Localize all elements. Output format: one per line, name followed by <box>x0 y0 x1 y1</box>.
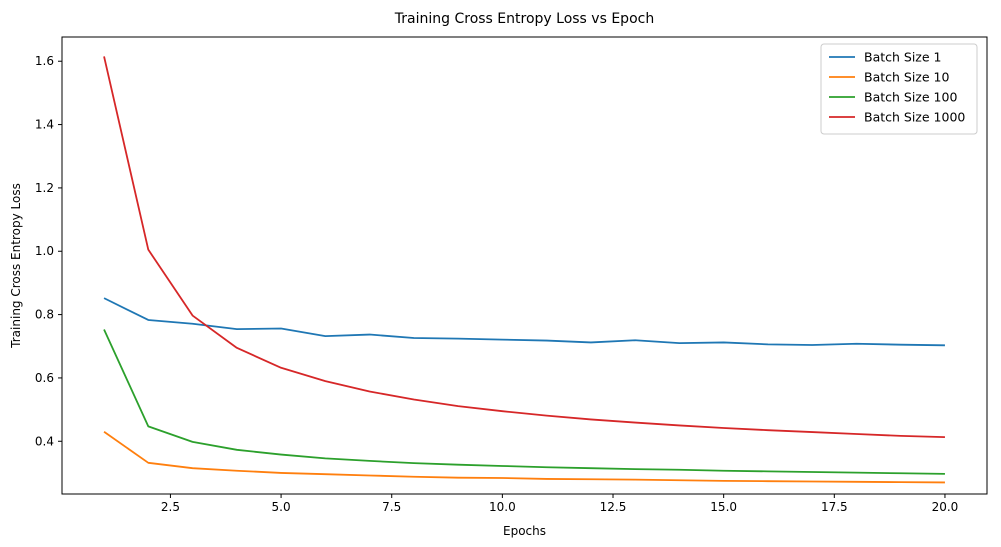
plot-frame <box>61 36 988 495</box>
series-line-4 <box>103 56 945 439</box>
y-axis: 0.4 0.6 0.8 1.0 1.2 1.4 1.6 <box>35 54 62 448</box>
x-tick-label: 12.5 <box>600 500 627 514</box>
y-tick-label: 0.6 <box>35 371 54 385</box>
x-axis-label: Epochs <box>503 524 546 538</box>
y-tick-label: 1.2 <box>35 181 54 195</box>
chart-title: Training Cross Entropy Loss vs Epoch <box>394 11 654 27</box>
legend-label-1: Batch Size 1 <box>864 50 942 65</box>
y-tick-label: 1.0 <box>35 244 54 258</box>
x-tick-label: 17.5 <box>821 500 848 514</box>
x-tick-label: 10.0 <box>489 500 516 514</box>
x-tick-label: 5.0 <box>272 500 291 514</box>
y-tick-label: 1.6 <box>35 54 54 68</box>
legend-box <box>820 43 978 135</box>
y-tick-label: 0.8 <box>35 308 54 322</box>
series-line-1 <box>103 297 945 347</box>
x-tick-label: 2.5 <box>161 500 180 514</box>
y-tick-label: 1.4 <box>35 118 54 132</box>
legend-label-3: Batch Size 100 <box>864 90 957 105</box>
y-tick-label: 0.4 <box>35 434 54 448</box>
x-tick-label: 15.0 <box>710 500 737 514</box>
y-axis-label: Training Cross Entropy Loss <box>9 183 23 349</box>
x-axis: 2.5 5.0 7.5 10.0 12.5 15.0 17.5 20.0 <box>161 494 958 514</box>
legend-label-2: Batch Size 10 <box>864 70 949 85</box>
x-tick-label: 7.5 <box>382 500 401 514</box>
legend-label-4: Batch Size 1000 <box>864 110 965 125</box>
legend: Batch Size 1 Batch Size 10 Batch Size 100 B… <box>820 43 978 135</box>
series-line-2 <box>103 431 945 484</box>
plot-lines <box>103 56 945 484</box>
series-line-3 <box>103 329 945 475</box>
x-tick-label: 20.0 <box>932 500 959 514</box>
